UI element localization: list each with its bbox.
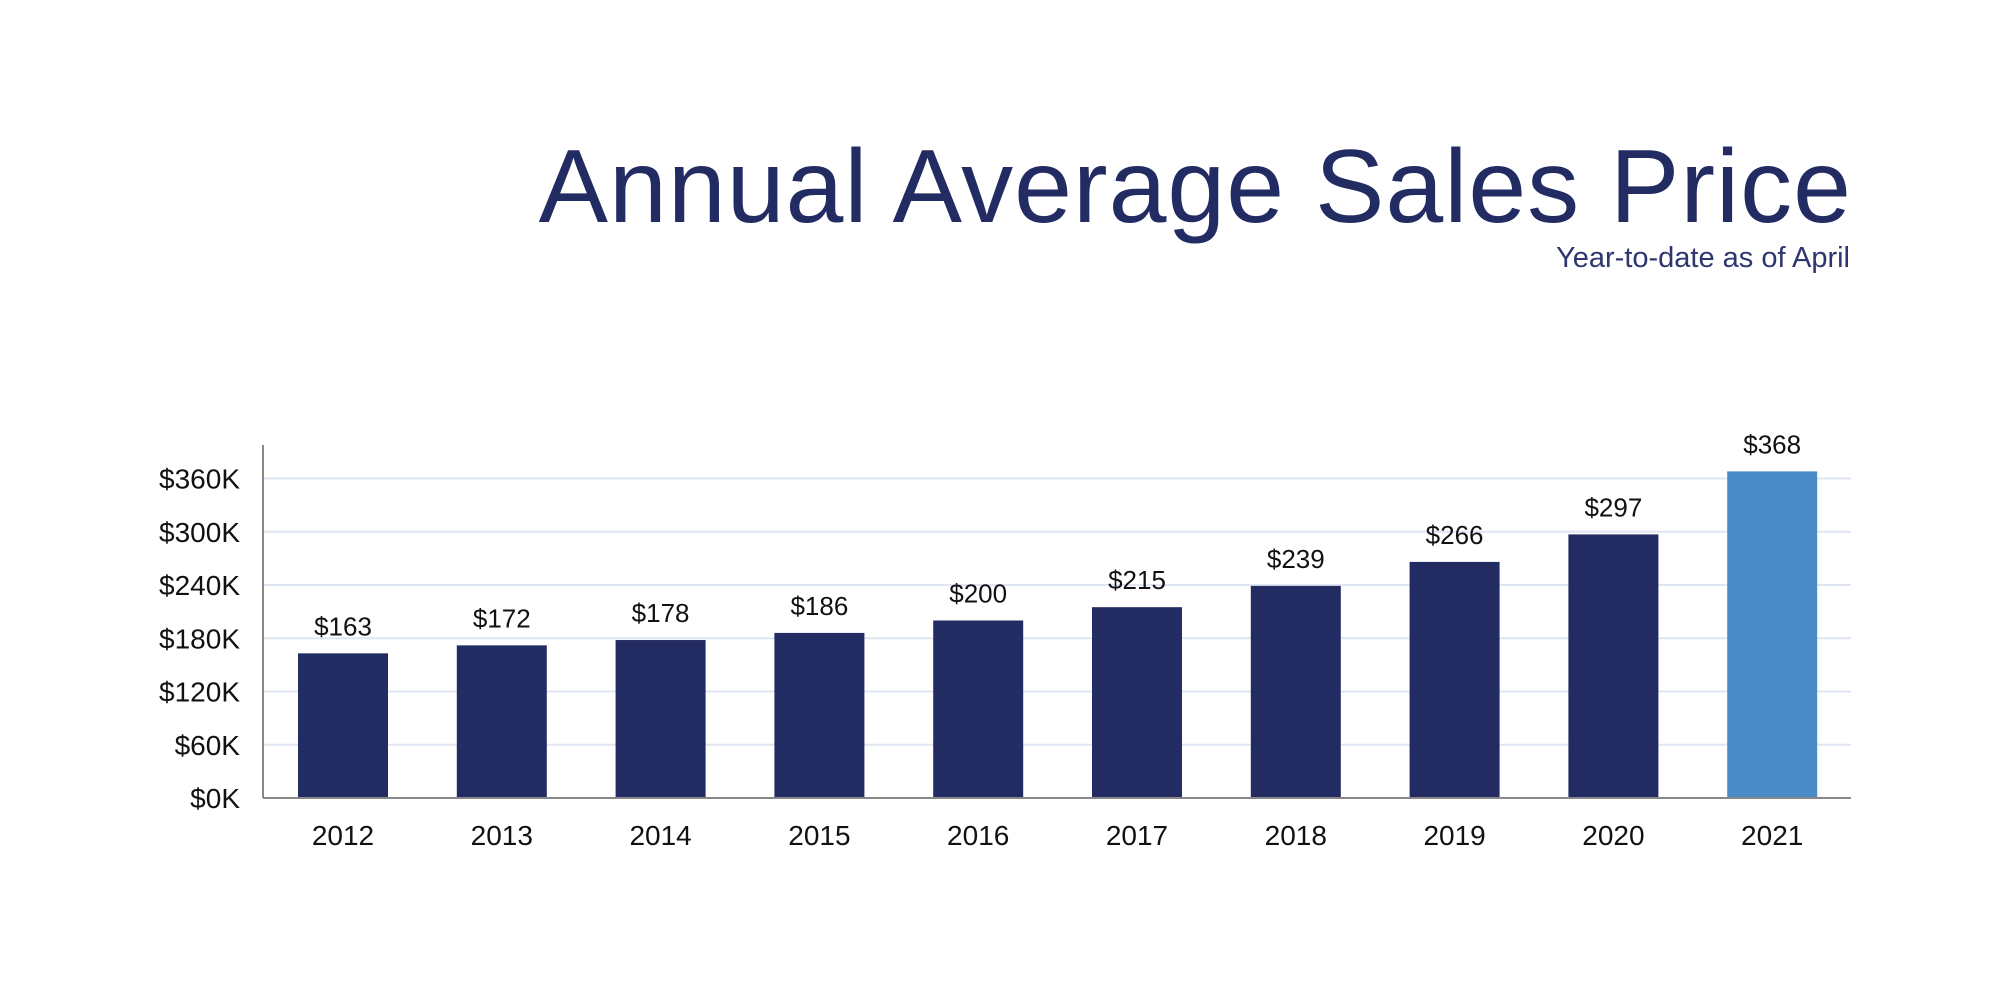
bar-2021 — [1727, 471, 1818, 798]
bar-2015 — [774, 632, 865, 798]
x-tick-label: 2013 — [471, 820, 533, 851]
y-tick-label: $120K — [159, 677, 240, 708]
x-tick-label: 2014 — [629, 820, 691, 851]
data-label: $200 — [949, 579, 1007, 609]
x-tick-label: 2021 — [1741, 820, 1803, 851]
bar-2016 — [933, 620, 1024, 798]
data-label: $178 — [632, 598, 690, 628]
bar-2019 — [1409, 561, 1500, 798]
bar-2018 — [1250, 585, 1341, 798]
x-tick-label: 2012 — [312, 820, 374, 851]
bar-2020 — [1568, 534, 1659, 798]
x-tick-label: 2019 — [1423, 820, 1485, 851]
data-label: $215 — [1108, 565, 1166, 595]
y-tick-label: $300K — [159, 517, 240, 548]
x-tick-label: 2017 — [1106, 820, 1168, 851]
data-label: $368 — [1743, 429, 1801, 459]
data-label: $266 — [1426, 520, 1484, 550]
y-tick-label: $0K — [190, 783, 240, 814]
chart-title: Annual Average Sales Price — [538, 129, 1852, 245]
bar-2012 — [298, 653, 388, 798]
chart-subtitle: Year-to-date as of April — [1556, 242, 1850, 274]
data-label: $239 — [1267, 544, 1325, 574]
x-tick-label: 2016 — [947, 820, 1009, 851]
bar-2013 — [456, 645, 547, 798]
data-label: $297 — [1584, 492, 1642, 522]
data-label: $163 — [314, 611, 372, 641]
data-label: $172 — [473, 603, 531, 633]
x-tick-label: 2018 — [1265, 820, 1327, 851]
x-tick-label: 2015 — [788, 820, 850, 851]
y-tick-label: $360K — [159, 464, 240, 495]
y-tick-label: $240K — [159, 570, 240, 601]
y-tick-label: $180K — [159, 623, 240, 654]
bar-2017 — [1092, 607, 1182, 798]
y-tick-label: $60K — [175, 730, 241, 761]
x-tick-label: 2020 — [1582, 820, 1644, 851]
data-label: $186 — [790, 591, 848, 621]
bar-2014 — [615, 640, 706, 798]
